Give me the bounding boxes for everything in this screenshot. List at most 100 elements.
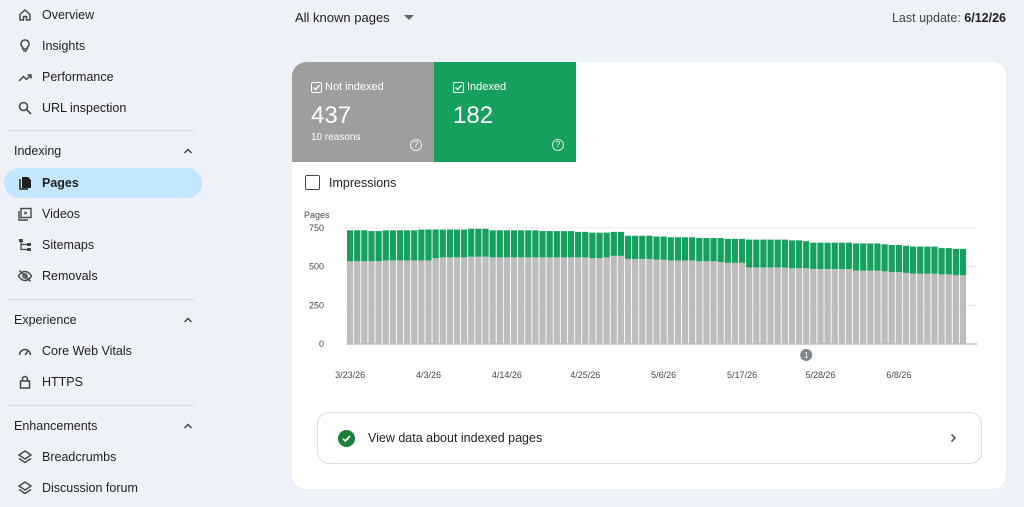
page-filter-dropdown[interactable]: All known pages (295, 10, 414, 25)
bar-indexed (404, 230, 411, 261)
bar-not-indexed (717, 262, 724, 344)
x-tick-label: 4/3/26 (416, 370, 441, 380)
section-title: Experience (14, 313, 77, 327)
x-tick-label: 5/17/26 (727, 370, 757, 380)
bar-indexed (803, 241, 810, 269)
bar-not-indexed (867, 270, 874, 344)
bar-indexed (738, 238, 746, 263)
x-tick-label: 3/23/26 (335, 370, 365, 380)
bar-not-indexed (767, 267, 774, 344)
bar-not-indexed (788, 268, 796, 344)
bar-indexed (432, 229, 439, 259)
bar-indexed (717, 238, 724, 263)
bar-indexed (496, 230, 503, 258)
bar-not-indexed (354, 261, 361, 344)
not-indexed-tile[interactable]: Not indexed 437 10 reasons ? (292, 62, 434, 162)
bar-indexed (575, 231, 582, 258)
bar-indexed (389, 230, 396, 261)
indexed-tile[interactable]: Indexed 182 ? (434, 62, 576, 162)
bar-indexed (795, 240, 803, 269)
sidebar-item-insights[interactable]: Insights (4, 31, 202, 61)
bar-indexed (610, 231, 617, 256)
bar-not-indexed (917, 273, 924, 344)
bar-indexed (396, 230, 404, 261)
sidebar-item-sitemaps[interactable]: Sitemaps (4, 230, 202, 260)
bar-not-indexed (525, 257, 532, 344)
bar-not-indexed (795, 268, 803, 344)
section-header-experience[interactable]: Experience (14, 310, 194, 330)
layers-icon (17, 449, 33, 465)
bar-indexed (824, 242, 831, 269)
sidebar-item-discussion-forum[interactable]: Discussion forum (4, 473, 202, 503)
x-tick-label: 4/25/26 (570, 370, 600, 380)
bar-indexed (382, 230, 389, 261)
view-indexed-pages-link[interactable]: View data about indexed pages (317, 412, 982, 464)
annotation-marker (800, 349, 813, 361)
bar-not-indexed (860, 270, 867, 344)
sidebar-divider (8, 299, 194, 300)
section-header-enhancements[interactable]: Enhancements (14, 416, 194, 436)
bar-indexed (461, 229, 468, 258)
bar-indexed (667, 237, 674, 261)
checkbox-checked-icon (453, 82, 464, 93)
bar-not-indexed (632, 258, 639, 344)
bar-not-indexed (760, 267, 767, 344)
bar-not-indexed (361, 261, 368, 344)
bar-not-indexed (646, 258, 653, 344)
bar-indexed (375, 231, 382, 262)
bar-not-indexed (461, 257, 468, 344)
sidebar: Overview Insights Performance URL inspec… (0, 0, 210, 507)
sidebar-item-breadcrumbs[interactable]: Breadcrumbs (4, 442, 202, 472)
sidebar-item-pages[interactable]: Pages (4, 168, 202, 198)
bar-not-indexed (503, 257, 511, 344)
bar-not-indexed (518, 257, 525, 344)
bar-not-indexed (803, 268, 810, 344)
bar-indexed (888, 245, 895, 273)
bar-indexed (361, 230, 368, 262)
bar-not-indexed (952, 275, 959, 344)
bar-indexed (646, 235, 653, 259)
sidebar-item-removals[interactable]: Removals (4, 261, 202, 291)
bar-not-indexed (396, 260, 404, 344)
help-icon[interactable]: ? (410, 139, 422, 151)
bar-not-indexed (731, 262, 739, 344)
bar-indexed (860, 243, 867, 271)
bar-not-indexed (575, 257, 582, 344)
sidebar-item-core-web-vitals[interactable]: Core Web Vitals (4, 336, 202, 366)
sidebar-item-overview[interactable]: Overview (4, 0, 202, 30)
bar-not-indexed (560, 257, 568, 344)
tile-subtext: 10 reasons (311, 132, 361, 143)
annotation-marker-label: 1 (804, 351, 809, 360)
bar-not-indexed (489, 257, 496, 344)
impressions-checkbox[interactable]: Impressions (305, 175, 396, 190)
bar-not-indexed (938, 274, 945, 344)
sidebar-item-url-inspection[interactable]: URL inspection (4, 93, 202, 123)
sidebar-item-label: Overview (42, 8, 95, 22)
bar-not-indexed (347, 261, 354, 344)
section-header-indexing[interactable]: Indexing (14, 141, 194, 161)
bar-not-indexed (411, 260, 418, 344)
bar-not-indexed (681, 260, 689, 344)
bar-not-indexed (567, 257, 575, 344)
bar-indexed (817, 242, 824, 269)
sidebar-item-label: Performance (42, 70, 114, 84)
checkbox-unchecked-icon (305, 175, 320, 190)
sidebar-item-performance[interactable]: Performance (4, 62, 202, 92)
bar-indexed (959, 248, 967, 276)
tile-label: Indexed (467, 81, 507, 93)
sidebar-item-label: Videos (42, 207, 80, 221)
bar-not-indexed (382, 260, 389, 344)
bar-indexed (831, 242, 838, 269)
sidebar-item-label: Removals (42, 269, 98, 283)
bar-not-indexed (710, 261, 717, 344)
bar-not-indexed (660, 259, 667, 344)
bar-indexed (810, 242, 817, 269)
bar-indexed (902, 245, 910, 273)
sidebar-item-https[interactable]: HTTPS (4, 367, 202, 397)
y-tick-label: 500 (309, 262, 324, 272)
bar-not-indexed (404, 260, 411, 344)
bar-not-indexed (482, 256, 489, 344)
y-tick-label: 750 (309, 223, 324, 233)
help-icon[interactable]: ? (552, 139, 564, 151)
sidebar-item-videos[interactable]: Videos (4, 199, 202, 229)
